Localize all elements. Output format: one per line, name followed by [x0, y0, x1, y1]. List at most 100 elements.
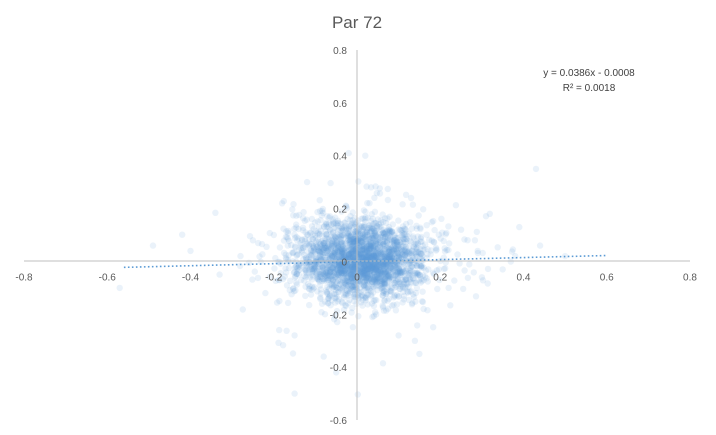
data-point: [373, 238, 380, 245]
data-point: [368, 264, 376, 271]
data-point: [362, 267, 369, 275]
data-point: [376, 282, 383, 290]
data-point: [383, 219, 390, 227]
data-point: [410, 235, 417, 242]
data-point: [364, 214, 371, 221]
data-point: [331, 273, 339, 281]
data-point: [328, 253, 336, 261]
data-point: [411, 337, 419, 344]
data-point: [402, 235, 409, 242]
data-point: [275, 339, 282, 346]
data-point: [364, 252, 371, 260]
data-point: [323, 274, 331, 282]
data-point: [340, 264, 347, 271]
data-point: [351, 238, 358, 245]
data-point: [384, 245, 391, 252]
data-point: [338, 251, 346, 258]
data-point: [380, 233, 387, 240]
data-point: [370, 251, 378, 259]
data-point: [344, 272, 351, 279]
data-point: [393, 241, 401, 248]
data-point: [259, 251, 266, 258]
data-point: [383, 290, 390, 298]
data-point: [354, 229, 361, 237]
data-point: [335, 261, 343, 269]
data-point: [344, 290, 351, 297]
data-point: [365, 262, 373, 270]
data-point: [385, 262, 393, 269]
data-point: [292, 273, 299, 280]
data-point: [379, 304, 387, 311]
data-point: [350, 236, 357, 243]
data-point: [403, 235, 410, 243]
data-point: [357, 250, 364, 258]
data-point: [323, 223, 330, 230]
data-point: [346, 216, 354, 224]
data-point: [381, 230, 388, 237]
data-point: [300, 215, 307, 222]
data-point: [276, 326, 283, 334]
data-point: [291, 231, 298, 238]
data-point: [361, 245, 368, 253]
data-point: [324, 245, 332, 252]
data-point: [367, 245, 374, 252]
data-point: [370, 252, 378, 259]
data-point: [370, 273, 377, 280]
data-point: [321, 298, 329, 305]
data-point: [295, 247, 303, 254]
data-point: [381, 246, 388, 253]
data-point: [372, 227, 379, 234]
data-point: [376, 276, 383, 283]
data-point: [419, 288, 426, 295]
data-point: [354, 253, 362, 261]
data-point: [316, 270, 323, 278]
data-point: [324, 242, 332, 249]
data-point: [376, 267, 384, 274]
data-point: [383, 253, 391, 260]
data-point: [329, 252, 336, 259]
data-point: [330, 269, 338, 276]
data-point: [381, 230, 388, 237]
data-point: [347, 277, 354, 285]
data-point: [373, 280, 380, 287]
data-point: [319, 264, 326, 271]
data-point: [399, 266, 406, 273]
data-point: [350, 271, 357, 279]
data-point: [357, 243, 364, 250]
data-point: [302, 292, 309, 300]
data-point: [343, 274, 351, 282]
data-point: [363, 269, 370, 276]
data-point: [347, 278, 355, 285]
data-point: [372, 278, 379, 286]
data-point: [358, 244, 366, 251]
data-point: [334, 217, 342, 224]
data-point: [417, 262, 425, 270]
data-point: [413, 253, 421, 260]
data-point: [408, 263, 416, 270]
data-point: [430, 324, 437, 331]
data-point: [337, 241, 345, 248]
data-point: [380, 289, 387, 297]
data-point: [370, 263, 377, 270]
data-point: [401, 236, 408, 243]
data-point: [324, 271, 331, 278]
data-point: [424, 278, 431, 285]
data-point: [398, 268, 405, 276]
data-point: [338, 233, 345, 240]
data-point: [343, 203, 350, 210]
data-point: [368, 243, 375, 250]
data-point: [419, 242, 426, 249]
data-point: [380, 280, 387, 288]
data-point: [374, 252, 381, 259]
data-point: [325, 285, 333, 293]
data-point: [380, 274, 387, 281]
data-point: [330, 277, 337, 284]
data-point: [399, 288, 407, 296]
data-point: [363, 226, 371, 234]
data-point: [346, 275, 354, 283]
data-point: [368, 232, 376, 239]
data-point: [377, 217, 385, 224]
data-point: [325, 220, 333, 227]
data-point: [375, 270, 382, 277]
data-point: [401, 252, 409, 259]
